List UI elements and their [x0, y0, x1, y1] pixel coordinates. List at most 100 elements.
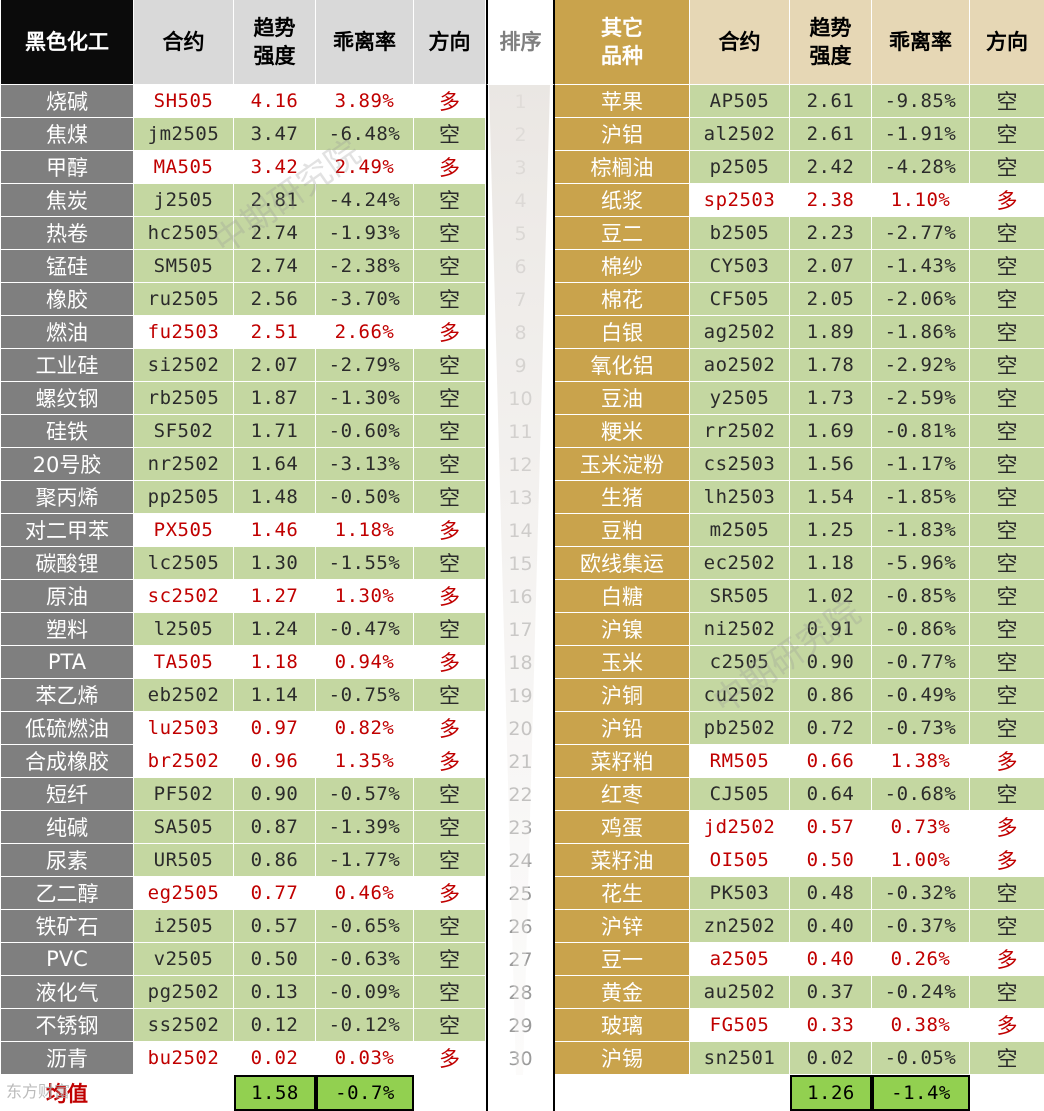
- left-row-direction: 空: [414, 118, 486, 151]
- left-row-strength: 0.77: [234, 877, 316, 910]
- right-row-contract: b2505: [690, 217, 790, 250]
- header-deviation-left: 乖离率: [316, 0, 414, 85]
- header-right-group-line1: 其它: [601, 16, 643, 40]
- right-row-name: 玉米: [555, 646, 690, 679]
- footer-blank: [970, 1075, 1044, 1111]
- rank-number: 21: [486, 745, 555, 778]
- rank-number: 28: [486, 976, 555, 1009]
- left-row-deviation: -4.24%: [316, 184, 414, 217]
- left-row-strength: 2.74: [234, 250, 316, 283]
- left-row-name: PTA: [1, 646, 134, 679]
- left-row-deviation: -1.30%: [316, 382, 414, 415]
- right-row-contract: PK503: [690, 877, 790, 910]
- right-row-strength: 1.25: [790, 514, 872, 547]
- left-row-contract: bu2502: [134, 1042, 234, 1075]
- left-row-contract: eb2502: [134, 679, 234, 712]
- rank-number: 10: [486, 382, 555, 415]
- left-row-contract: rb2505: [134, 382, 234, 415]
- right-row-deviation: -1.83%: [872, 514, 970, 547]
- right-row-contract: a2505: [690, 943, 790, 976]
- left-row-contract: SH505: [134, 85, 234, 118]
- right-row-strength: 0.90: [790, 646, 872, 679]
- left-row-direction: 空: [414, 382, 486, 415]
- left-row-name: 铁矿石: [1, 910, 134, 943]
- left-row-name: 沥青: [1, 1042, 134, 1075]
- right-row-name: 黄金: [555, 976, 690, 1009]
- right-row-strength: 2.23: [790, 217, 872, 250]
- left-row-strength: 1.18: [234, 646, 316, 679]
- left-row-name: 20号胶: [1, 448, 134, 481]
- right-row-contract: CJ505: [690, 778, 790, 811]
- right-row-name: 豆一: [555, 943, 690, 976]
- left-row-deviation: -0.50%: [316, 481, 414, 514]
- left-row-name: 碳酸锂: [1, 547, 134, 580]
- left-row-contract: ss2502: [134, 1009, 234, 1042]
- left-row-direction: 空: [414, 415, 486, 448]
- left-row-strength: 0.86: [234, 844, 316, 877]
- right-row-direction: 空: [970, 547, 1044, 580]
- right-row-strength: 2.05: [790, 283, 872, 316]
- header-deviation-label: 乖离率: [889, 30, 952, 54]
- left-row-direction: 空: [414, 547, 486, 580]
- left-row-direction: 空: [414, 844, 486, 877]
- right-row-contract: c2505: [690, 646, 790, 679]
- right-row-contract: y2505: [690, 382, 790, 415]
- rank-number: 15: [486, 547, 555, 580]
- right-row-name: 玉米淀粉: [555, 448, 690, 481]
- rank-number: 3: [486, 151, 555, 184]
- left-row-strength: 1.87: [234, 382, 316, 415]
- right-row-strength: 2.61: [790, 118, 872, 151]
- header-direction-label: 方向: [986, 30, 1028, 54]
- right-row-strength: 0.57: [790, 811, 872, 844]
- right-row-contract: zn2502: [690, 910, 790, 943]
- left-row-strength: 1.27: [234, 580, 316, 613]
- right-row-strength: 1.89: [790, 316, 872, 349]
- left-row-strength: 0.96: [234, 745, 316, 778]
- left-row-direction: 空: [414, 910, 486, 943]
- left-row-deviation: 2.49%: [316, 151, 414, 184]
- right-row-name: 菜籽油: [555, 844, 690, 877]
- right-row-name: 棕榈油: [555, 151, 690, 184]
- right-row-name: 沪锌: [555, 910, 690, 943]
- right-row-contract: au2502: [690, 976, 790, 1009]
- footer-blank: [690, 1075, 790, 1111]
- right-row-strength: 0.40: [790, 910, 872, 943]
- left-average-strength: 1.58: [234, 1075, 316, 1111]
- right-row-contract: cu2502: [690, 679, 790, 712]
- right-row-strength: 1.78: [790, 349, 872, 382]
- right-row-name: 沪镍: [555, 613, 690, 646]
- right-row-direction: 空: [970, 382, 1044, 415]
- right-row-contract: ao2502: [690, 349, 790, 382]
- rank-number: 8: [486, 316, 555, 349]
- left-row-name: 螺纹钢: [1, 382, 134, 415]
- left-row-strength: 1.30: [234, 547, 316, 580]
- rank-number: 6: [486, 250, 555, 283]
- left-row-contract: i2505: [134, 910, 234, 943]
- left-row-contract: SA505: [134, 811, 234, 844]
- right-row-contract: ni2502: [690, 613, 790, 646]
- left-row-contract: PF502: [134, 778, 234, 811]
- left-row-name: 塑料: [1, 613, 134, 646]
- left-row-deviation: -1.93%: [316, 217, 414, 250]
- rank-number: 19: [486, 679, 555, 712]
- rank-number: 11: [486, 415, 555, 448]
- left-row-deviation: -1.55%: [316, 547, 414, 580]
- right-row-contract: cs2503: [690, 448, 790, 481]
- right-row-name: 苹果: [555, 85, 690, 118]
- right-row-strength: 2.38: [790, 184, 872, 217]
- right-row-strength: 0.50: [790, 844, 872, 877]
- right-row-deviation: 1.10%: [872, 184, 970, 217]
- left-row-name: 焦煤: [1, 118, 134, 151]
- left-row-direction: 多: [414, 316, 486, 349]
- header-right-group: 其它 品种: [555, 0, 690, 85]
- right-row-strength: 1.02: [790, 580, 872, 613]
- right-row-name: 粳米: [555, 415, 690, 448]
- right-row-deviation: -0.86%: [872, 613, 970, 646]
- right-row-direction: 空: [970, 580, 1044, 613]
- left-row-name: 甲醇: [1, 151, 134, 184]
- right-row-name: 白糖: [555, 580, 690, 613]
- right-row-deviation: -1.85%: [872, 481, 970, 514]
- left-row-strength: 3.47: [234, 118, 316, 151]
- header-strength-right: 趋势 强度: [790, 0, 872, 85]
- left-row-deviation: 2.66%: [316, 316, 414, 349]
